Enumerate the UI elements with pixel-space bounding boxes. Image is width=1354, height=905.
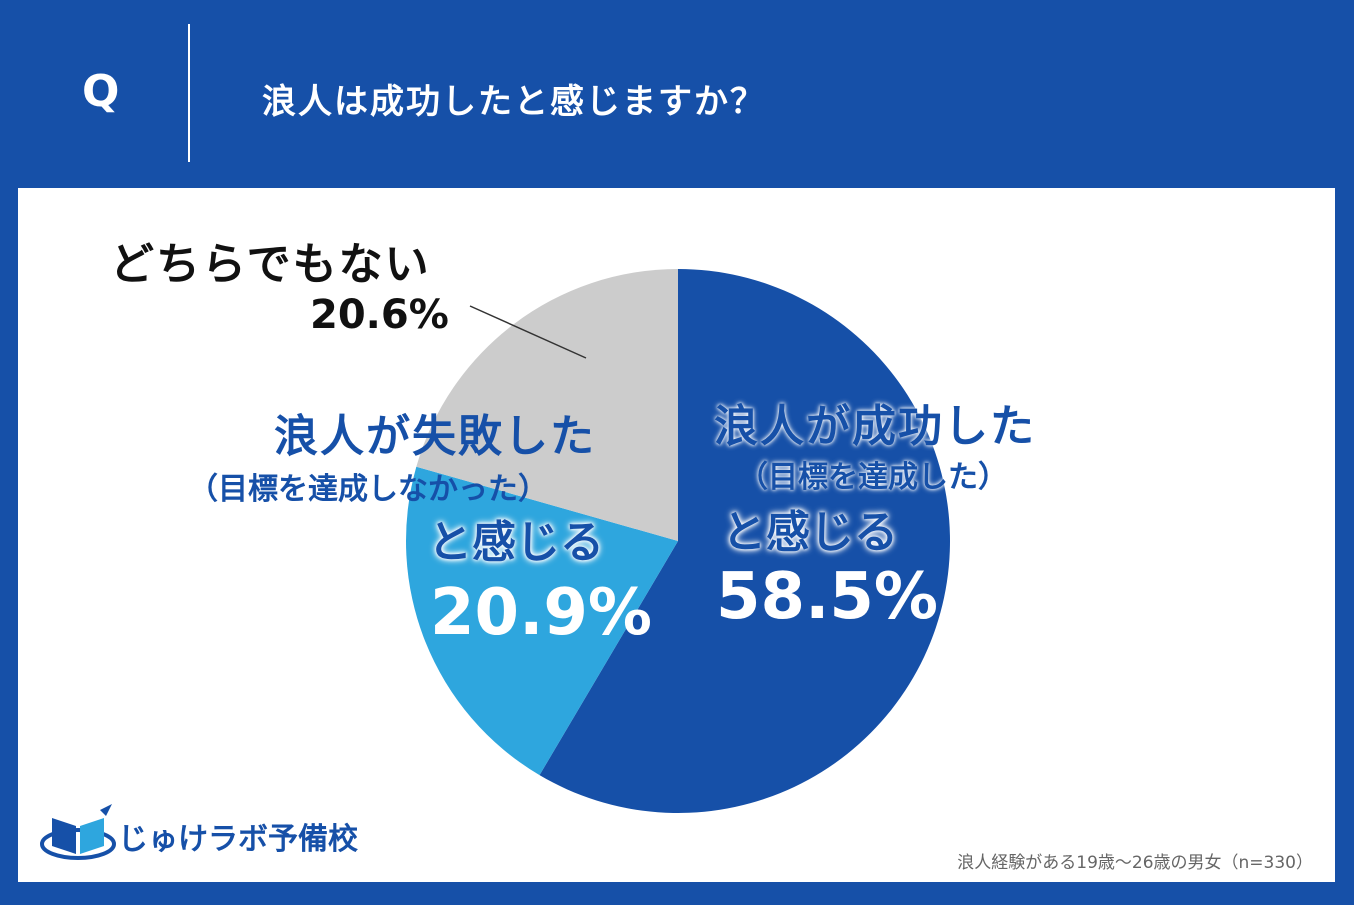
fail-percent: 20.9% (430, 576, 653, 650)
question-mark-label: Q (82, 66, 120, 117)
success-label: 浪人が成功した (714, 401, 1036, 452)
pie-slice-fail (406, 466, 678, 776)
header: Q 浪人は成功したと感じますか？ (0, 0, 1354, 188)
brand-name: じゅけラボ予備校 (118, 822, 358, 857)
fail-sublabel: （目標を達成しなかった） (188, 472, 548, 507)
fail-feel-label: と感じる (428, 517, 604, 568)
book-icon (40, 804, 116, 860)
pie-slice-success (539, 269, 951, 813)
question-title: 浪人は成功したと感じますか？ (262, 82, 766, 122)
sample-footnote: 浪人経験がある19歳～26歳の男女（n=330） (957, 853, 1313, 873)
header-divider (188, 24, 190, 162)
success-sublabel: （目標を達成した） (738, 460, 1008, 495)
pie-slice-neutral (416, 269, 678, 541)
brand-logo: じゅけラボ予備校 (40, 804, 358, 864)
chart-panel: どちらでもない 20.6% 浪人が失敗した （目標を達成しなかった） と感じる … (18, 188, 1335, 882)
success-feel-label: と感じる (722, 507, 898, 558)
neutral-label: どちらでもない (110, 239, 431, 290)
neutral-percent: 20.6% (310, 292, 449, 338)
pie-chart (406, 269, 951, 813)
fail-label: 浪人が失敗した (274, 411, 596, 462)
neutral-leader-line (469, 305, 587, 359)
success-percent: 58.5% (716, 560, 939, 634)
